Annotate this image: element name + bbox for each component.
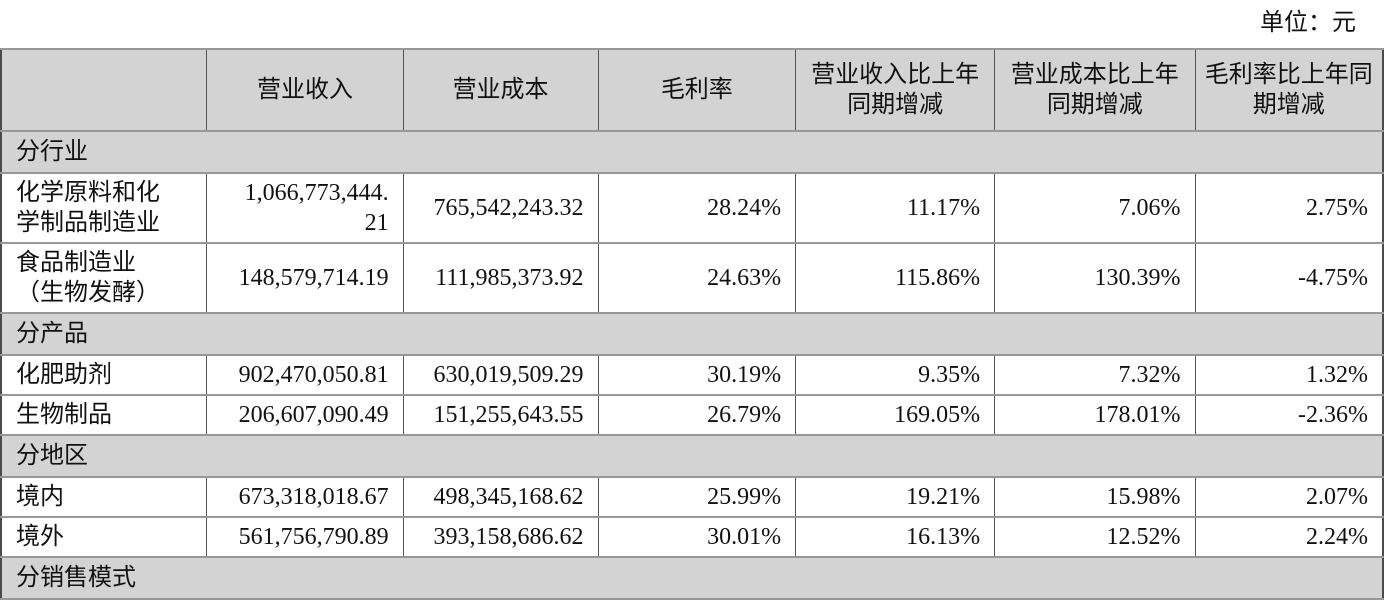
revenue-cell: 1,066,773,444.21 [206, 172, 404, 244]
revenue-cell: 148,579,714.19 [206, 242, 404, 314]
gross-margin-cell: 26.79% [597, 394, 797, 436]
cost-cell: 765,542,243.32 [402, 172, 599, 244]
cost-cell: 111,985,373.92 [402, 242, 599, 314]
section-label: 分产品 [0, 312, 1384, 356]
cost-yoy-cell: 15.98% [994, 476, 1196, 518]
table-row-fertilizer-additives: 化肥助剂 902,470,050.81 630,019,509.29 30.19… [0, 354, 1384, 396]
cost-yoy-cell: 12.52% [994, 516, 1196, 558]
revenue-yoy-cell: 115.86% [795, 242, 996, 314]
unit-label: 单位：元 [1260, 10, 1356, 36]
revenue-breakdown-table: 营业收入 营业成本 毛利率 营业收入比上年同期增减 营业成本比上年同期增减 毛利… [0, 48, 1384, 600]
table-header-row: 营业收入 营业成本 毛利率 营业收入比上年同期增减 营业成本比上年同期增减 毛利… [0, 48, 1384, 132]
cost-cell: 498,345,168.62 [402, 476, 599, 518]
section-label: 分地区 [0, 434, 1384, 478]
section-row-by-product: 分产品 [0, 312, 1384, 356]
header-cell-gross-margin: 毛利率 [597, 48, 797, 132]
margin-yoy-cell: 2.24% [1194, 516, 1384, 558]
table-row-chemical-industry: 化学原料和化学制品制造业 1,066,773,444.21 765,542,24… [0, 172, 1384, 244]
row-label-cell: 食品制造业（生物发酵） [0, 242, 208, 314]
header-cell-revenue: 营业收入 [206, 48, 404, 132]
row-label-cell: 生物制品 [0, 394, 208, 436]
header-cell-revenue-yoy: 营业收入比上年同期增减 [795, 48, 996, 132]
margin-yoy-cell: 2.75% [1194, 172, 1384, 244]
revenue-yoy-cell: 19.21% [795, 476, 996, 518]
margin-yoy-cell: 2.07% [1194, 476, 1384, 518]
revenue-cell: 902,470,050.81 [206, 354, 404, 396]
section-label: 分销售模式 [0, 556, 1384, 600]
section-row-by-industry: 分行业 [0, 130, 1384, 174]
margin-yoy-cell: -4.75% [1194, 242, 1384, 314]
gross-margin-cell: 30.01% [597, 516, 797, 558]
margin-yoy-cell: -2.36% [1194, 394, 1384, 436]
row-label-cell: 境外 [0, 516, 208, 558]
revenue-yoy-cell: 169.05% [795, 394, 996, 436]
section-label: 分行业 [0, 130, 1384, 174]
table-row-overseas: 境外 561,756,790.89 393,158,686.62 30.01% … [0, 516, 1384, 558]
row-label-cell: 化肥助剂 [0, 354, 208, 396]
row-label-cell: 化学原料和化学制品制造业 [0, 172, 208, 244]
margin-yoy-cell: 1.32% [1194, 354, 1384, 396]
cost-cell: 630,019,509.29 [402, 354, 599, 396]
cost-cell: 151,255,643.55 [402, 394, 599, 436]
section-row-by-region: 分地区 [0, 434, 1384, 478]
row-label-cell: 境内 [0, 476, 208, 518]
cost-yoy-cell: 7.06% [994, 172, 1196, 244]
gross-margin-cell: 25.99% [597, 476, 797, 518]
header-cell-cost-yoy: 营业成本比上年同期增减 [994, 48, 1196, 132]
cost-yoy-cell: 7.32% [994, 354, 1196, 396]
gross-margin-cell: 28.24% [597, 172, 797, 244]
table-row-biological-products: 生物制品 206,607,090.49 151,255,643.55 26.79… [0, 394, 1384, 436]
revenue-cell: 561,756,790.89 [206, 516, 404, 558]
revenue-yoy-cell: 9.35% [795, 354, 996, 396]
header-cell-cost: 营业成本 [402, 48, 599, 132]
table-row-domestic: 境内 673,318,018.67 498,345,168.62 25.99% … [0, 476, 1384, 518]
cost-yoy-cell: 130.39% [994, 242, 1196, 314]
table-row-food-industry: 食品制造业（生物发酵） 148,579,714.19 111,985,373.9… [0, 242, 1384, 314]
revenue-cell: 673,318,018.67 [206, 476, 404, 518]
cost-yoy-cell: 178.01% [994, 394, 1196, 436]
revenue-yoy-cell: 16.13% [795, 516, 996, 558]
revenue-value: 1,066,773,444.21 [244, 180, 389, 236]
cost-cell: 393,158,686.62 [402, 516, 599, 558]
section-row-by-sales-model: 分销售模式 [0, 556, 1384, 600]
header-cell-margin-yoy: 毛利率比上年同期增减 [1194, 48, 1384, 132]
header-cell-blank [0, 48, 208, 132]
gross-margin-cell: 24.63% [597, 242, 797, 314]
revenue-yoy-cell: 11.17% [795, 172, 996, 244]
gross-margin-cell: 30.19% [597, 354, 797, 396]
revenue-cell: 206,607,090.49 [206, 394, 404, 436]
